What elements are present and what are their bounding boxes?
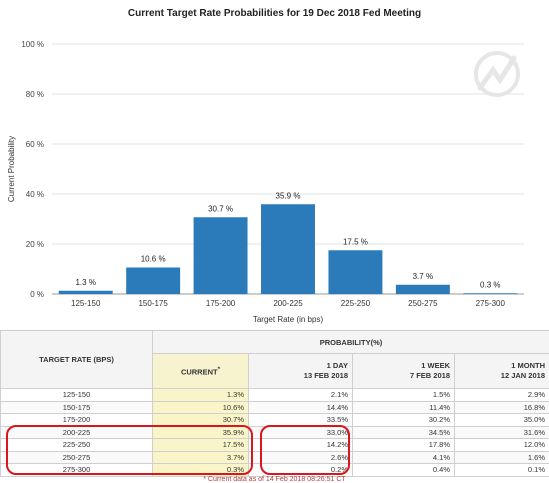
probability-cell: 11.4% bbox=[352, 400, 455, 414]
probability-cell: 1.6% bbox=[454, 450, 549, 464]
x-tick-label: 250-275 bbox=[408, 299, 438, 308]
bar bbox=[328, 250, 383, 294]
column-header: 1 WEEK 7 FEB 2018 bbox=[352, 353, 455, 389]
probability-cell: 2.9% bbox=[454, 388, 549, 402]
probability-cell: 35.9% bbox=[152, 425, 249, 439]
data-label: 17.5 % bbox=[343, 237, 368, 246]
rate-cell: 150-175 bbox=[0, 400, 153, 414]
watermark-logo-icon bbox=[474, 51, 520, 97]
footnote-marker: * bbox=[217, 365, 221, 373]
probability-cell: 35.0% bbox=[454, 413, 549, 427]
bar bbox=[126, 267, 181, 294]
data-label: 10.6 % bbox=[141, 255, 166, 264]
rate-cell: 125-150 bbox=[0, 388, 153, 402]
red-highlight-oval-1-day bbox=[260, 425, 350, 475]
bar bbox=[261, 204, 315, 294]
probability-cell: 0.4% bbox=[352, 463, 455, 477]
column-header-line1: CURRENT bbox=[180, 367, 218, 377]
column-header-line2: 7 FEB 2018 bbox=[409, 371, 450, 380]
y-tick-label: 20 % bbox=[26, 240, 44, 249]
column-header-line2: 13 FEB 2018 bbox=[303, 371, 348, 380]
footnote: * Current data as of 14 Feb 2018 08:26:5… bbox=[203, 476, 346, 483]
probability-cell: 30.2% bbox=[352, 413, 455, 427]
probability-cell: 31.6% bbox=[454, 425, 549, 439]
probability-cell: 10.6% bbox=[152, 400, 249, 414]
red-highlight-oval-current bbox=[6, 425, 253, 475]
x-tick-label: 275-300 bbox=[476, 299, 506, 308]
x-tick-label: 125-150 bbox=[71, 299, 101, 308]
bar bbox=[395, 284, 450, 294]
table-row: 125-150 1.3% 2.1% 1.5% 2.9% bbox=[0, 388, 549, 402]
column-header-line1: 1 MONTH bbox=[511, 361, 545, 370]
data-label: 30.7 % bbox=[208, 204, 233, 213]
probability-group-header: PROBABILITY(%) bbox=[152, 330, 549, 354]
y-axis-title: Current Probability bbox=[7, 136, 16, 202]
probability-cell: 14.4% bbox=[248, 400, 353, 414]
y-tick-label: 0 % bbox=[30, 290, 44, 299]
x-tick-label: 150-175 bbox=[138, 299, 168, 308]
probability-cell: 12.0% bbox=[454, 438, 549, 452]
probability-cell: 34.5% bbox=[352, 425, 455, 439]
bar bbox=[193, 217, 248, 294]
data-label: 1.3 % bbox=[75, 278, 95, 287]
column-header: 1 DAY 13 FEB 2018 bbox=[248, 353, 353, 389]
column-header-line1: 1 DAY bbox=[326, 361, 348, 370]
table-row: 150-175 10.6% 14.4% 11.4% 16.8% bbox=[0, 400, 549, 414]
x-tick-label: 225-250 bbox=[341, 299, 371, 308]
x-axis-title: Target Rate (in bps) bbox=[253, 315, 324, 324]
column-header: CURRENT* bbox=[152, 353, 249, 389]
target-rate-header: TARGET RATE (BPS) bbox=[0, 330, 153, 389]
probability-cell: 2.1% bbox=[248, 388, 353, 402]
probability-cell: 1.3% bbox=[152, 388, 249, 402]
probability-cell: 0.1% bbox=[454, 463, 549, 477]
probability-cell: 33.0% bbox=[248, 425, 353, 439]
data-label: 35.9 % bbox=[276, 191, 301, 200]
rate-cell: 250-275 bbox=[0, 450, 153, 464]
column-header-line2: 12 JAN 2018 bbox=[500, 371, 545, 380]
y-tick-label: 100 % bbox=[21, 40, 44, 49]
table-row: 225-250 17.5% 14.2% 17.8% 12.0% bbox=[0, 438, 549, 452]
probability-table: TARGET RATE (BPS) PROBABILITY(%) CURRENT… bbox=[0, 330, 549, 477]
probability-cell: 17.8% bbox=[352, 438, 455, 452]
chart-panel: Current Target Rate Probabilities for 19… bbox=[0, 8, 549, 331]
y-tick-label: 80 % bbox=[26, 90, 44, 99]
table-row: 250-275 3.7% 2.6% 4.1% 1.6% bbox=[0, 450, 549, 464]
bar bbox=[58, 290, 113, 294]
column-header-line1: 1 WEEK bbox=[421, 361, 450, 370]
x-tick-label: 175-200 bbox=[206, 299, 236, 308]
bar bbox=[463, 293, 518, 295]
column-header: 1 MONTH 12 JAN 2018 bbox=[454, 353, 549, 389]
data-label: 3.7 % bbox=[413, 272, 433, 281]
x-tick-label: 200-225 bbox=[273, 299, 303, 308]
probability-cell: 16.8% bbox=[454, 400, 549, 414]
probability-cell: 1.5% bbox=[352, 388, 455, 402]
chart-title: Current Target Rate Probabilities for 19… bbox=[127, 8, 422, 19]
y-tick-label: 60 % bbox=[26, 140, 44, 149]
y-tick-label: 40 % bbox=[26, 190, 44, 199]
probability-table-panel: TARGET RATE (BPS) PROBABILITY(%) CURRENT… bbox=[0, 330, 549, 483]
probability-cell: 4.1% bbox=[352, 450, 455, 464]
data-label: 0.3 % bbox=[480, 280, 500, 289]
probability-cell: 3.7% bbox=[152, 450, 249, 464]
bar-chart: 0 % 20 % 40 % 60 % 80 % 100 % 1.3 % 125-150 10.6… bbox=[7, 40, 524, 324]
